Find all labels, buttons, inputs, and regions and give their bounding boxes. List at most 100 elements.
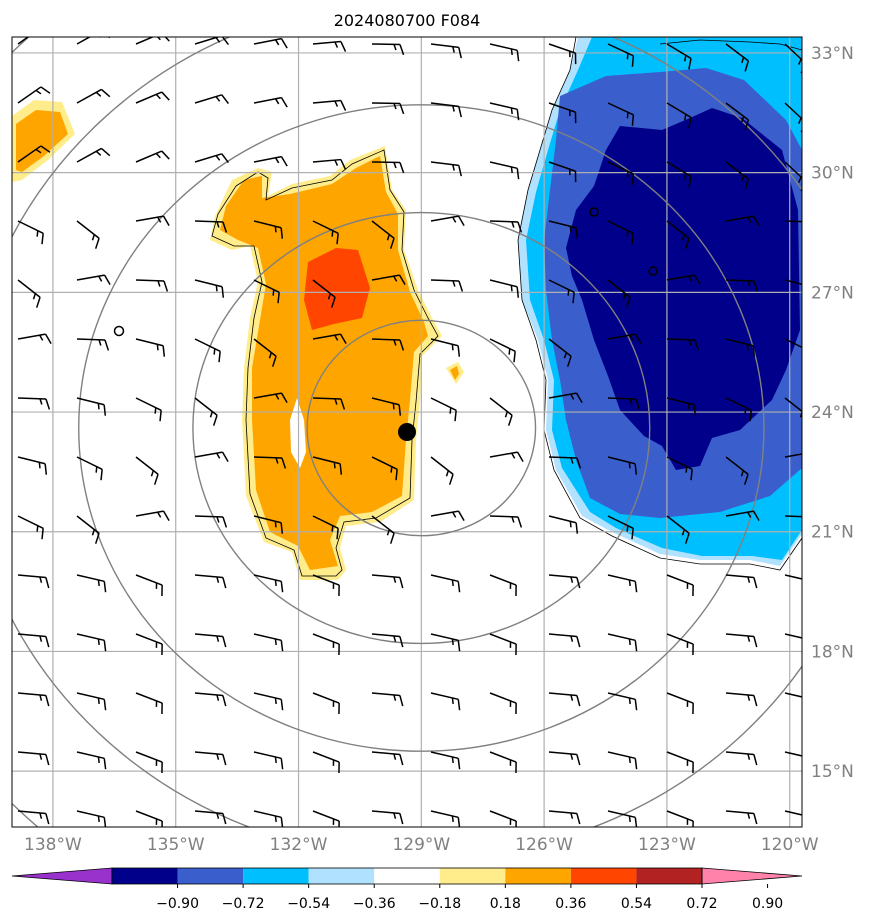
calm-wind-circle: [589, 207, 599, 217]
wind-barb: [607, 810, 638, 827]
range-ring: [306, 319, 537, 537]
colorbar-segment: [505, 868, 571, 884]
wind-barb: [548, 633, 581, 648]
wind-barb: [666, 161, 692, 188]
wind-barb: [76, 397, 107, 416]
plot-frame: [11, 36, 803, 828]
wind-barb: [430, 456, 454, 485]
wind-barb: [430, 633, 461, 652]
wind-barb: [194, 751, 227, 766]
colorbar-tick-label: 0.36: [555, 896, 586, 912]
contour-fill-orange-small: [450, 366, 459, 380]
wind-barb: [253, 392, 288, 404]
wind-barb: [371, 692, 404, 707]
wind-barb: [194, 515, 228, 528]
wind-barb: [725, 338, 756, 357]
wind-barb: [725, 43, 750, 72]
colorbar-segment: [308, 868, 375, 884]
wind-barb: [725, 810, 758, 825]
wind-barb: [607, 515, 634, 540]
wind-barb: [17, 279, 41, 308]
map-title: 2024080700 F084: [334, 11, 481, 30]
wind-barb: [430, 338, 461, 357]
wind-barb: [548, 220, 579, 239]
wind-barb: [312, 397, 346, 410]
wind-barb: [489, 633, 517, 656]
wind-barb: [607, 456, 638, 475]
wind-barb: [253, 220, 284, 239]
longitude-label: 135°W: [147, 835, 205, 855]
wind-barb: [253, 810, 284, 827]
wind-barb: [548, 692, 581, 707]
wind-barb: [666, 102, 692, 129]
latitude-label: 30°N: [811, 164, 854, 184]
wind-barb: [489, 43, 520, 62]
wind-barb: [784, 633, 802, 639]
colorbar-tick-label: 0.18: [490, 896, 521, 912]
wind-barb: [312, 574, 340, 597]
contour-fill-dark-blue: [566, 108, 800, 470]
wind-barb: [725, 751, 758, 766]
wind-barb: [17, 692, 50, 707]
wind-barb: [253, 574, 284, 593]
wind-barb: [17, 333, 52, 345]
wind-barb: [607, 279, 631, 308]
wind-barb: [430, 215, 465, 227]
wind-barb: [76, 574, 107, 593]
wind-barb: [371, 574, 404, 589]
wind-barb: [17, 37, 30, 45]
wind-barb: [135, 338, 166, 357]
colorbar-segment: [374, 868, 440, 884]
wind-barb: [371, 220, 395, 249]
wind-barb: [784, 810, 802, 816]
wind-barb: [253, 692, 284, 711]
longitude-label: 126°W: [515, 835, 573, 855]
wind-barb: [371, 102, 405, 115]
wind-barb: [194, 338, 221, 363]
wind-barb: [76, 633, 107, 652]
wind-barb: [607, 43, 635, 67]
wind-barb: [76, 338, 110, 351]
wind-barb: [725, 397, 752, 422]
wind-barb: [253, 751, 284, 770]
wind-barb: [194, 153, 229, 164]
wind-barb: [135, 91, 170, 104]
wind-barb: [135, 215, 170, 227]
wind-barb: [548, 161, 577, 183]
wind-barb: [489, 338, 516, 363]
colorbar-segment: [112, 868, 178, 884]
wind-barb: [725, 102, 750, 131]
wind-barb: [17, 220, 44, 245]
colorbar-segment: [636, 868, 702, 884]
wind-barb: [253, 515, 284, 534]
gridlines: [12, 37, 802, 827]
wind-barb: [784, 692, 802, 698]
wind-barb: [430, 810, 461, 827]
wind-barb: [194, 220, 228, 233]
wind-barb: [489, 751, 517, 774]
latitude-label: 24°N: [811, 403, 854, 423]
wind-barb: [430, 751, 461, 770]
wind-barb: [312, 40, 347, 52]
wind-barb: [135, 150, 170, 163]
wind-barb: [784, 397, 802, 418]
colorbar-segment: [439, 868, 506, 884]
wind-barb: [76, 88, 111, 104]
wind-barb: [430, 397, 457, 422]
colorbar-tick-label: 0.54: [621, 896, 652, 912]
latitude-label: 21°N: [811, 523, 854, 543]
wind-barb: [76, 220, 100, 249]
wind-barb: [666, 633, 694, 656]
wind-barb: [253, 338, 277, 367]
wind-barb: [371, 456, 398, 481]
wind-barb: [371, 515, 395, 544]
latitude-label: 18°N: [811, 642, 854, 662]
wind-barb: [135, 751, 163, 774]
colorbar-segment: [570, 868, 637, 884]
wind-barb: [725, 215, 760, 227]
wind-barb: [371, 43, 405, 56]
wind-barb: [371, 751, 404, 766]
wind-barb: [194, 397, 218, 426]
